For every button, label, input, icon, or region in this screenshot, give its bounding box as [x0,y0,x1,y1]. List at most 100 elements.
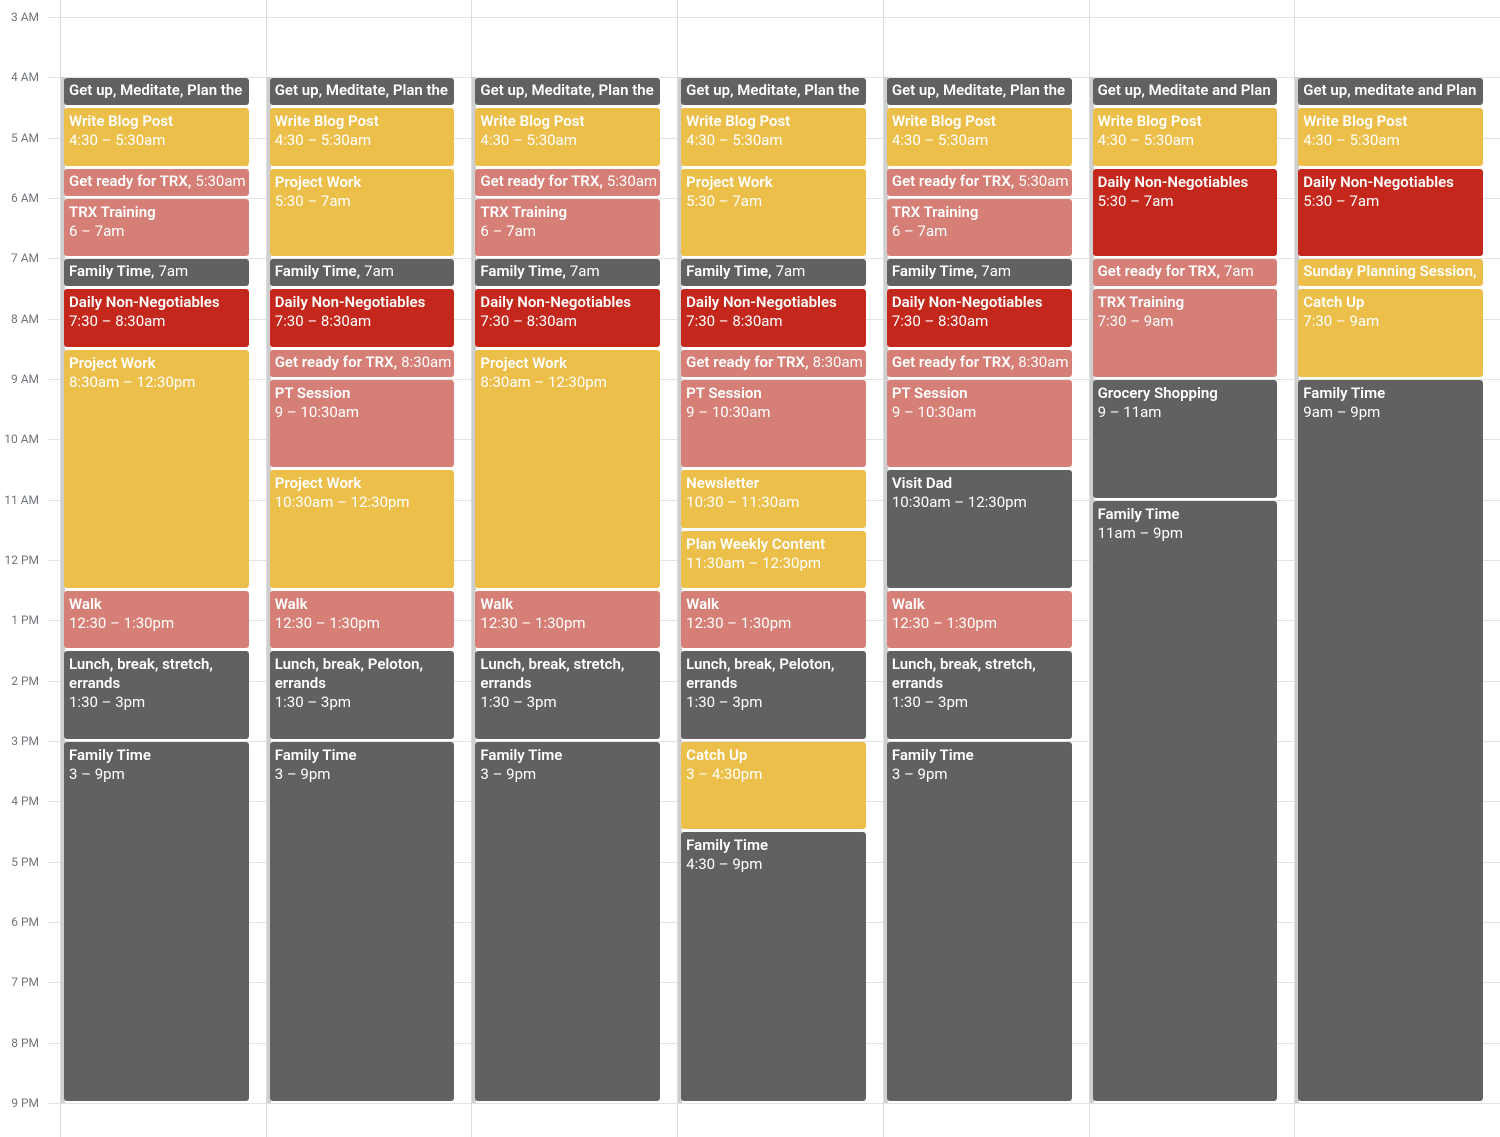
calendar-event[interactable]: Family Time 3 – 9pm [886,741,1072,1101]
calendar-event[interactable]: Get ready for TRX, 8:30am [681,349,866,377]
event-time: 11:30am – 12:30pm [686,553,822,572]
event-title: Project Work [69,353,156,372]
calendar-event[interactable]: Get up, meditate and Plan [1298,78,1483,106]
calendar-event[interactable]: Lunch, break, stretch, errands 1:30 – 3pm [64,651,249,739]
calendar-event[interactable]: Family Time, 7am [886,259,1072,287]
calendar-event[interactable]: Daily Non-Negotiables 7:30 – 8:30am [475,289,661,347]
event-title: PT Session [686,383,762,402]
calendar-event[interactable]: Visit Dad 10:30am – 12:30pm [886,470,1072,589]
calendar-event[interactable]: PT Session 9 – 10:30am [269,379,455,468]
event-title: Write Blog Post [480,112,585,131]
calendar-event[interactable]: Write Blog Post 4:30 – 5:30am [1092,108,1278,166]
calendar-event[interactable]: Walk 12:30 – 1:30pm [64,591,249,649]
calendar-event[interactable]: Family Time 4:30 – 9pm [681,832,866,1101]
calendar-event[interactable]: Lunch, break, Peloton, errands 1:30 – 3pm [681,651,866,739]
calendar-event[interactable]: Family Time, 7am [681,259,866,287]
calendar-event[interactable]: Daily Non-Negotiables 7:30 – 8:30am [269,289,455,347]
event-time: 7:30 – 8:30am [891,312,989,331]
calendar-event[interactable]: Walk 12:30 – 1:30pm [475,591,661,649]
hour-label: 8 AM [10,311,39,326]
calendar-event[interactable]: Daily Non-Negotiables 7:30 – 8:30am [64,289,249,347]
calendar-event[interactable]: Write Blog Post 4:30 – 5:30am [681,108,866,166]
calendar-event[interactable]: Project Work 5:30 – 7am [269,168,455,257]
calendar-event[interactable]: TRX Training 6 – 7am [886,198,1072,257]
event-title: Get ready for TRX, [891,171,1015,190]
event-title: Family Time, [69,262,155,281]
calendar-event[interactable]: Write Blog Post 4:30 – 5:30am [269,108,455,166]
event-title: Plan Weekly Content [686,534,826,553]
calendar-event[interactable]: Family Time 3 – 9pm [475,741,661,1101]
calendar-event[interactable]: Project Work 10:30am – 12:30pm [269,470,455,589]
calendar-event[interactable]: Get ready for TRX, 8:30am [269,349,455,377]
calendar-event[interactable]: Get up, Meditate, Plan the [269,78,455,106]
calendar-event[interactable]: Daily Non-Negotiables 7:30 – 8:30am [681,289,866,347]
calendar-event[interactable]: Family Time 9am – 9pm [1298,379,1483,1101]
event-title: Get ready for TRX, [480,171,603,190]
calendar-event[interactable]: TRX Training 6 – 7am [64,198,249,257]
calendar-event[interactable]: Family Time, 7am [269,259,455,287]
calendar-event[interactable]: Get ready for TRX, 7am [1092,259,1278,287]
event-time: 9 – 10:30am [891,402,977,421]
event-time: 1:30 – 3pm [686,693,763,712]
calendar-event[interactable]: Get up, Meditate, Plan the [681,78,866,106]
hour-line [48,378,1500,380]
calendar-event[interactable]: Lunch, break, stretch, errands 1:30 – 3pm [886,651,1072,739]
calendar-event[interactable]: Write Blog Post 4:30 – 5:30am [886,108,1072,166]
calendar-event[interactable]: Walk 12:30 – 1:30pm [681,591,866,649]
event-title: Daily Non-Negotiables [480,293,632,312]
calendar-event[interactable]: Get ready for TRX, 5:30am [64,168,249,196]
event-title: Daily Non-Negotiables [69,293,220,312]
calendar-event[interactable]: Write Blog Post 4:30 – 5:30am [475,108,661,166]
event-time: 1:30 – 3pm [274,693,351,712]
calendar-event[interactable]: Family Time 3 – 9pm [64,741,249,1101]
calendar-event[interactable]: TRX Training 7:30 – 9am [1092,289,1278,377]
event-time: 5:30am [606,171,658,190]
event-time: 8:30am [1018,352,1069,371]
calendar-event[interactable]: Family Time 3 – 9pm [269,741,455,1101]
day-divider [1294,0,1295,1137]
event-time: 9 – 11am [1097,402,1162,421]
event-time: 6 – 7am [69,221,125,240]
calendar-event[interactable]: Get up, Meditate, Plan the [475,78,661,106]
calendar-event[interactable]: Catch Up 3 – 4:30pm [681,741,866,830]
calendar-event[interactable]: TRX Training 6 – 7am [475,198,661,257]
calendar-event[interactable]: PT Session 9 – 10:30am [681,379,866,468]
calendar-event[interactable]: Grocery Shopping 9 – 11am [1092,379,1278,498]
calendar-event[interactable]: Newsletter 10:30 – 11:30am [681,470,866,528]
calendar-event[interactable]: Get up, Meditate, Plan the [64,78,249,106]
event-title: Daily Non-Negotiables [274,293,426,312]
event-time: 9 – 10:30am [686,402,771,421]
calendar-event[interactable]: Get ready for TRX, 5:30am [886,168,1072,196]
event-time: 4:30 – 5:30am [1097,131,1195,150]
calendar-event[interactable]: Lunch, break, Peloton, errands 1:30 – 3pm [269,651,455,739]
calendar-event[interactable]: Get ready for TRX, 5:30am [475,168,661,196]
calendar-event[interactable]: Daily Non-Negotiables 5:30 – 7am [1092,168,1278,257]
event-time: 7am [364,262,394,281]
calendar-event[interactable]: Family Time, 7am [64,259,249,287]
calendar-event[interactable]: Walk 12:30 – 1:30pm [886,591,1072,649]
calendar-event[interactable]: Catch Up 7:30 – 9am [1298,289,1483,377]
event-title: Walk [686,595,719,614]
calendar-event[interactable]: Get up, Meditate and Plan [1092,78,1278,106]
calendar-event[interactable]: Write Blog Post 4:30 – 5:30am [1298,108,1483,166]
calendar-event[interactable]: Get up, Meditate, Plan the [886,78,1072,106]
calendar-event[interactable]: Walk 12:30 – 1:30pm [269,591,455,649]
hour-line [48,1102,1500,1104]
calendar-event[interactable]: Get ready for TRX, 8:30am [886,349,1072,377]
calendar-event[interactable]: Family Time, 7am [475,259,661,287]
calendar-event[interactable]: Daily Non-Negotiables 5:30 – 7am [1298,168,1483,257]
event-time: 7:30 – 9am [1303,312,1380,331]
calendar-event[interactable]: Project Work 8:30am – 12:30pm [64,349,249,589]
calendar-event[interactable]: Lunch, break, stretch, errands 1:30 – 3pm [475,651,661,739]
day-divider [1089,0,1090,1137]
event-title: Family Time [480,745,563,764]
calendar-event[interactable]: PT Session 9 – 10:30am [886,379,1072,468]
calendar-event[interactable]: Daily Non-Negotiables 7:30 – 8:30am [886,289,1072,347]
calendar-event[interactable]: Project Work 5:30 – 7am [681,168,866,257]
calendar-event[interactable]: Write Blog Post 4:30 – 5:30am [64,108,249,166]
calendar-event[interactable]: Sunday Planning Session, [1298,259,1483,287]
calendar-event[interactable]: Project Work 8:30am – 12:30pm [475,349,661,589]
calendar-event[interactable]: Family Time 11am – 9pm [1092,500,1278,1101]
event-time: 10:30 – 11:30am [686,493,800,512]
calendar-event[interactable]: Plan Weekly Content 11:30am – 12:30pm [681,530,866,589]
